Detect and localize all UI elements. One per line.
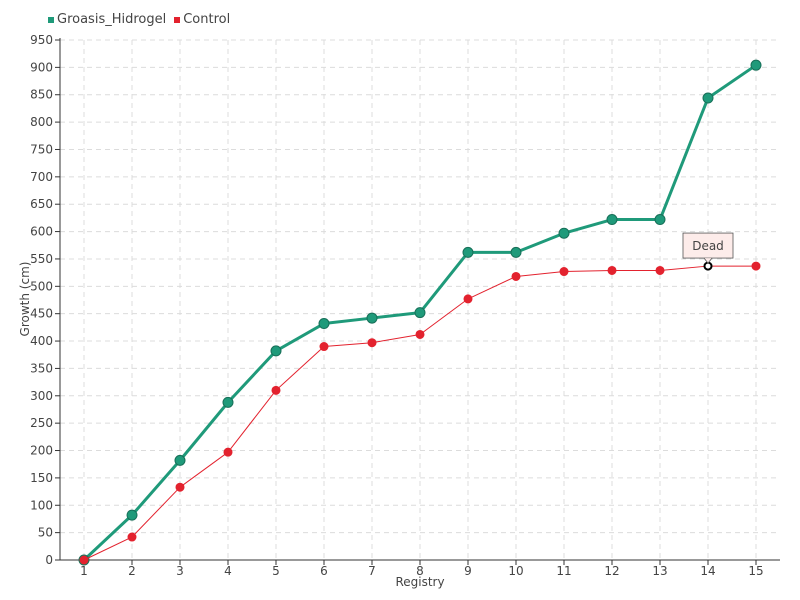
y-tick-label: 950 <box>30 33 53 47</box>
y-tick-label: 200 <box>30 444 53 458</box>
y-tick-label: 400 <box>30 334 53 348</box>
x-tick-label: 4 <box>224 564 232 578</box>
annotation-label: Dead <box>692 239 724 253</box>
y-tick-label: 750 <box>30 142 53 156</box>
y-tick-label: 300 <box>30 389 53 403</box>
x-tick-label: 12 <box>604 564 619 578</box>
y-tick-label: 600 <box>30 225 53 239</box>
y-tick-label: 850 <box>30 88 53 102</box>
data-point-groasis-hidrogel[interactable] <box>414 307 426 319</box>
data-point-groasis-hidrogel[interactable] <box>606 214 618 226</box>
x-tick-label: 15 <box>748 564 763 578</box>
grid <box>60 39 780 560</box>
data-point-groasis-hidrogel[interactable] <box>750 59 762 71</box>
y-tick-label: 150 <box>30 471 53 485</box>
y-tick-label: 650 <box>30 197 53 211</box>
data-point-control[interactable] <box>367 338 377 348</box>
data-point-control[interactable] <box>319 342 329 352</box>
data-point-control[interactable] <box>223 447 233 457</box>
data-point-control[interactable] <box>607 265 617 275</box>
x-tick-label: 1 <box>80 564 88 578</box>
x-tick-label: 8 <box>416 564 424 578</box>
legend-label-control: Control <box>183 12 231 27</box>
data-point-control[interactable] <box>79 555 89 565</box>
data-point-control[interactable] <box>655 265 665 275</box>
x-axis-title: Registry <box>395 575 444 589</box>
x-tick-label: 10 <box>508 564 523 578</box>
x-tick-label: 3 <box>176 564 184 578</box>
legend-swatch-control <box>174 16 181 23</box>
data-point-control[interactable] <box>511 271 521 281</box>
data-point-control[interactable] <box>175 482 185 492</box>
y-tick-label: 550 <box>30 252 53 266</box>
x-tick-label: 2 <box>128 564 136 578</box>
data-point-control[interactable] <box>271 385 281 395</box>
legend-item-groasis-hidrogel[interactable]: Groasis_Hidrogel <box>48 12 166 27</box>
legend-item-control[interactable]: Control <box>174 12 230 27</box>
x-tick-label: 7 <box>368 564 376 578</box>
data-point-groasis-hidrogel[interactable] <box>126 509 138 521</box>
legend-label-groasis-hidrogel: Groasis_Hidrogel <box>57 12 167 27</box>
data-point-groasis-hidrogel[interactable] <box>270 345 282 357</box>
data-point-control[interactable] <box>415 329 425 339</box>
data-point-groasis-hidrogel[interactable] <box>174 454 186 466</box>
y-tick-label: 0 <box>45 553 53 567</box>
chart-legend: Groasis_Hidrogel Control <box>48 12 230 27</box>
data-point-groasis-hidrogel[interactable] <box>366 312 378 324</box>
data-point-control[interactable] <box>127 532 137 542</box>
annotations: Dead <box>682 232 734 264</box>
x-tick-label: 6 <box>320 564 328 578</box>
data-point-groasis-hidrogel[interactable] <box>510 246 522 258</box>
y-tick-label: 50 <box>38 526 53 540</box>
x-tick-label: 13 <box>652 564 667 578</box>
x-tick-label: 14 <box>700 564 715 578</box>
data-point-control[interactable] <box>751 261 761 271</box>
series <box>78 59 762 566</box>
y-tick-label: 350 <box>30 361 53 375</box>
data-point-groasis-hidrogel[interactable] <box>462 246 474 258</box>
y-tick-label: 450 <box>30 307 53 321</box>
x-tick-label: 9 <box>464 564 472 578</box>
annotation-pointer <box>703 257 713 264</box>
y-tick-label: 800 <box>30 115 53 129</box>
y-tick-label: 100 <box>30 498 53 512</box>
y-axis-title: Growth (cm) <box>18 262 32 337</box>
data-point-control[interactable] <box>463 294 473 304</box>
data-point-groasis-hidrogel[interactable] <box>222 396 234 408</box>
data-point-groasis-hidrogel[interactable] <box>702 92 714 104</box>
axes: 0 50 100 150 200 250 300 350 400 450 500 550 600 650 7… <box>30 33 780 578</box>
data-point-groasis-hidrogel[interactable] <box>654 214 666 226</box>
x-tick-label: 5 <box>272 564 280 578</box>
data-point-groasis-hidrogel[interactable] <box>318 318 330 330</box>
y-tick-label: 250 <box>30 416 53 430</box>
y-tick-label: 500 <box>30 279 53 293</box>
x-tick-label: 11 <box>556 564 571 578</box>
data-point-control[interactable] <box>559 267 569 277</box>
y-tick-label: 700 <box>30 170 53 184</box>
y-tick-label: 900 <box>30 60 53 74</box>
legend-swatch-groasis-hidrogel <box>48 16 54 23</box>
data-point-groasis-hidrogel[interactable] <box>558 227 570 239</box>
